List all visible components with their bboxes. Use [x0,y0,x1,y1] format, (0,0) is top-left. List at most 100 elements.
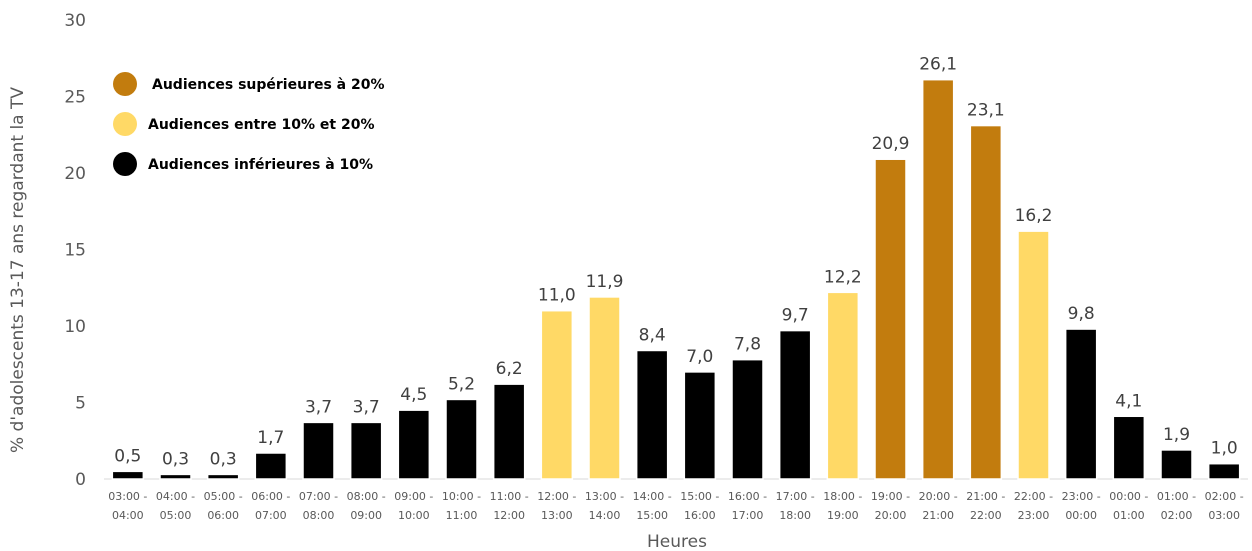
data-label: 11,9 [586,272,624,292]
x-axis-title: Heures [647,532,707,551]
y-tick-label: 10 [64,317,86,337]
data-label: 16,2 [1015,206,1053,226]
x-tick-label: 16:00 - [728,490,767,503]
x-tick-label: 23:00 - [1062,490,1101,503]
x-tick-label: 16:00 [684,509,716,522]
x-tick-label: 02:00 - [1205,490,1244,503]
y-tick-label: 30 [64,11,86,31]
x-tick-label: 21:00 [922,509,954,522]
x-tick-label: 06:00 [207,509,239,522]
x-tick-label: 03:00 - [108,490,147,503]
x-tick-label: 05:00 [160,509,192,522]
bar [874,158,907,480]
data-label: 12,2 [824,267,862,287]
data-label: 3,7 [353,397,380,417]
data-label: 26,1 [919,55,957,75]
bar [635,349,669,480]
x-tick-label: 03:00 [1208,509,1240,522]
x-tick-label: 19:00 - [871,490,910,503]
x-tick-label: 21:00 - [966,490,1005,503]
x-tick-label: 13:00 - [585,490,624,503]
x-tick-label: 05:00 - [204,490,243,503]
data-label: 1,7 [257,428,284,448]
y-tick-label: 5 [75,394,86,414]
data-label: 23,1 [967,101,1005,121]
data-label: 0,5 [114,446,141,466]
y-tick-label: 15 [64,241,86,261]
x-tick-label: 00:00 - [1109,490,1148,503]
legend-label: Audiences entre 10% et 20% [148,117,374,133]
data-label: 9,7 [782,306,809,326]
x-tick-label: 12:00 - [537,490,576,503]
y-axis-title: % d'adolescents 13-17 ans regardant la T… [8,87,28,453]
x-tick-label: 11:00 - [490,490,529,503]
data-label: 1,9 [1163,425,1190,445]
x-tick-label: 01:00 - [1157,490,1196,503]
x-tick-label: 02:00 [1161,509,1193,522]
x-tick-label: 08:00 [303,509,335,522]
data-label: 0,3 [162,449,189,469]
x-tick-label: 15:00 - [680,490,719,503]
y-axis-ticks: 0 5 10 15 20 25 30 [64,11,86,490]
y-tick-label: 25 [64,88,86,108]
x-tick-label: 15:00 [636,509,668,522]
data-label: 7,8 [734,335,761,355]
x-tick-label: 04:00 [112,509,144,522]
x-tick-label: 22:00 [970,509,1002,522]
bar [588,296,621,480]
bar [540,309,574,480]
x-tick-label: 07:00 - [299,490,338,503]
bar [206,473,240,480]
bar [111,470,145,480]
y-tick-label: 20 [64,164,86,184]
x-tick-label: 14:00 [589,509,621,522]
bar [1160,449,1193,480]
bar [397,409,431,480]
x-tick-label: 10:00 [398,509,430,522]
legend-swatch [113,152,137,176]
x-tick-label: 12:00 [493,509,525,522]
data-label: 8,4 [639,325,666,345]
x-axis-ticks: 03:00 - 04:00 04:00 - 05:00 05:00 - 06:00 06:0… [108,490,1244,522]
x-tick-label: 01:00 [1113,509,1145,522]
bar [969,124,1003,480]
legend-swatch [113,72,137,96]
x-tick-label: 09:00 - [394,490,433,503]
legend-label: Audiences inférieures à 10% [148,157,373,173]
bar [731,358,764,480]
x-tick-label: 09:00 [350,509,382,522]
data-label: 4,5 [400,385,427,405]
x-tick-label: 14:00 - [633,490,672,503]
x-tick-label: 17:00 [732,509,764,522]
x-tick-label: 08:00 - [347,490,386,503]
x-tick-label: 17:00 - [776,490,815,503]
x-tick-label: 18:00 - [823,490,862,503]
data-label: 11,0 [538,286,576,306]
x-tick-label: 13:00 [541,509,573,522]
data-label: 6,2 [496,359,523,379]
x-tick-label: 22:00 - [1014,490,1053,503]
bar [826,291,860,480]
data-label: 9,8 [1068,304,1095,324]
bar [1064,328,1098,480]
legend-swatch [113,112,137,136]
data-label: 20,9 [872,134,910,154]
bar [1112,415,1146,480]
x-tick-label: 11:00 [446,509,478,522]
x-tick-label: 10:00 - [442,490,481,503]
data-label: 4,1 [1115,391,1142,411]
legend-label: Audiences supérieures à 20% [152,77,385,93]
data-label: 3,7 [305,397,332,417]
data-label: 5,2 [448,374,475,394]
bars: 0,5 0,3 0,3 1,7 3,7 3,7 4,5 5,2 6,2 11,0 11,9 8,4 7,… [111,55,1241,480]
x-tick-label: 00:00 [1065,509,1097,522]
x-tick-label: 23:00 [1018,509,1050,522]
bar [1017,230,1050,480]
x-tick-label: 18:00 [779,509,811,522]
data-label: 7,0 [686,347,713,367]
legend: Audiences supérieures à 20% Audiences ent… [113,72,385,176]
x-tick-label: 20:00 [875,509,907,522]
bar [492,383,526,480]
x-tick-label: 04:00 - [156,490,195,503]
